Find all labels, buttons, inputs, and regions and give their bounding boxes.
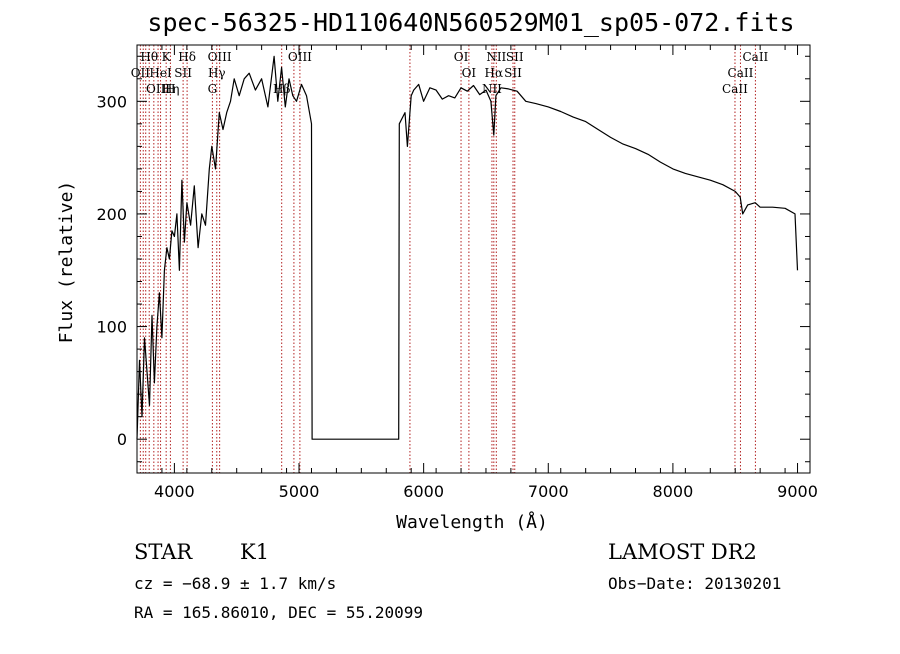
y-axis-label: Flux (relative) bbox=[56, 181, 77, 344]
y-tick-label: 200 bbox=[96, 205, 127, 224]
chart-title: spec-56325-HD110640N560529M01_sp05-072.f… bbox=[147, 8, 794, 37]
line-label: OIII bbox=[146, 82, 170, 96]
line-label: NII bbox=[486, 50, 506, 64]
x-tick-label: 7000 bbox=[528, 482, 569, 501]
spectrum-line bbox=[136, 55, 799, 440]
line-label: CaII bbox=[742, 50, 768, 64]
x-tick-label: 6000 bbox=[403, 482, 444, 501]
line-label: Hη bbox=[162, 82, 180, 96]
plot-frame bbox=[136, 44, 811, 474]
emission-line-markers bbox=[139, 45, 756, 473]
line-label: CaII bbox=[722, 82, 748, 96]
line-label: Hα bbox=[485, 66, 504, 80]
line-label: SII bbox=[506, 50, 524, 64]
x-tick-label: 8000 bbox=[653, 482, 694, 501]
line-label: G bbox=[208, 82, 218, 96]
line-label: OIII bbox=[288, 50, 312, 64]
y-tick-label: 300 bbox=[96, 92, 127, 111]
line-label: Hβ bbox=[273, 82, 290, 96]
line-label: SII bbox=[174, 66, 192, 80]
spectrum-series bbox=[136, 55, 799, 440]
object-subclass: K1 bbox=[240, 540, 270, 564]
x-axis-label: Wavelength (Å) bbox=[396, 511, 548, 533]
chart-axes: 4000 5000 6000 7000 8000 9000 0 100 200 300 bbox=[96, 44, 818, 501]
x-tick-label: 4000 bbox=[154, 482, 195, 501]
line-label: HeI bbox=[149, 66, 172, 80]
line-label: CaII bbox=[728, 66, 754, 80]
line-label: SII bbox=[504, 66, 522, 80]
obs-date: Obs−Date: 20130201 bbox=[608, 574, 782, 593]
redshift-readout: cz = −68.9 ± 1.7 km/s bbox=[134, 574, 337, 593]
line-label: Hθ bbox=[140, 50, 158, 64]
line-label: OI bbox=[454, 50, 469, 64]
x-tick-label: 5000 bbox=[279, 482, 320, 501]
line-label: OIII bbox=[208, 50, 232, 64]
line-label: OII bbox=[131, 66, 151, 80]
object-class: STAR bbox=[134, 540, 193, 564]
y-tick-label: 100 bbox=[96, 318, 127, 337]
ra-dec-readout: RA = 165.86010, DEC = 55.20099 bbox=[134, 603, 423, 622]
line-label: Hγ bbox=[208, 66, 226, 80]
x-tick-label: 9000 bbox=[777, 482, 818, 501]
line-label: H bbox=[165, 82, 175, 96]
y-tick-label: 0 bbox=[117, 430, 127, 449]
line-label: K bbox=[162, 50, 172, 64]
line-label: NII bbox=[482, 82, 502, 96]
line-label: Hδ bbox=[178, 50, 196, 64]
line-label: OI bbox=[462, 66, 477, 80]
survey-name: LAMOST DR2 bbox=[608, 540, 757, 564]
